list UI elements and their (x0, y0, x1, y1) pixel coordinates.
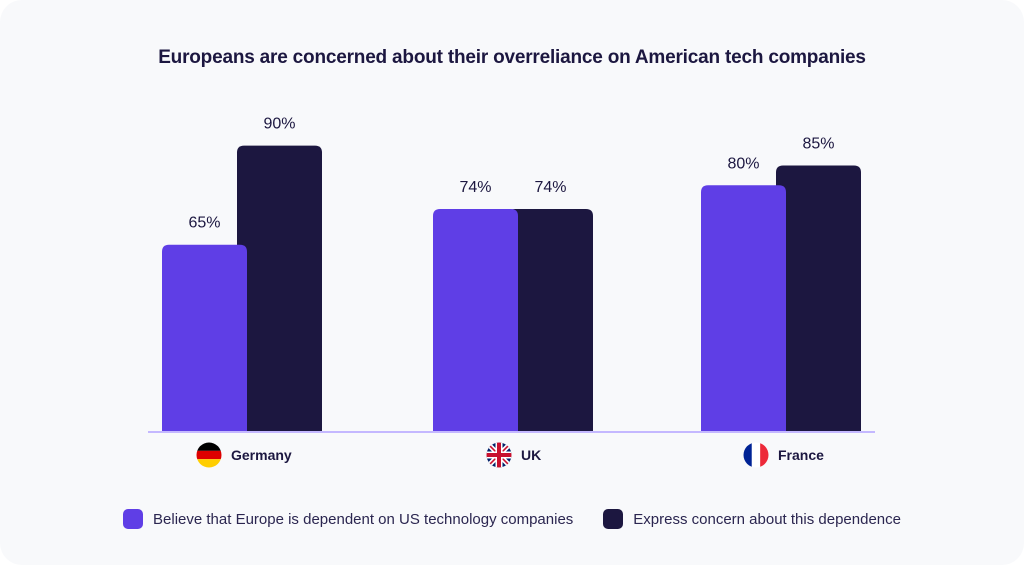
category-label: UK (521, 447, 541, 463)
bar-germany-series-1 (162, 244, 247, 431)
france-flag-icon (743, 442, 769, 468)
bar-germany-series-2 (237, 145, 322, 431)
legend-swatch-dark (603, 509, 624, 529)
legend-item-dependent: Believe that Europe is dependent on US t… (123, 509, 573, 529)
legend-item-concern: Express concern about this dependence (603, 509, 901, 529)
value-label-uk-series-1: 74% (459, 179, 491, 196)
legend: Believe that Europe is dependent on US t… (0, 509, 1024, 529)
bar-france-series-2 (776, 165, 861, 431)
uk-flag-icon (486, 442, 512, 468)
category-france: France (743, 442, 824, 468)
category-uk: UK (486, 442, 541, 468)
value-label-uk-series-2: 74% (534, 179, 566, 196)
value-label-germany-series-2: 90% (263, 116, 295, 133)
bar-uk-series-1 (433, 209, 518, 431)
germany-flag-icon (196, 442, 222, 468)
category-label: Germany (231, 447, 292, 463)
value-label-germany-series-1: 65% (188, 215, 220, 232)
category-labels-group: Germany UK France (196, 442, 824, 468)
legend-label: Express concern about this dependence (633, 510, 901, 528)
category-label: France (778, 447, 824, 463)
value-label-france-series-1: 80% (727, 155, 759, 172)
legend-swatch-purple (123, 509, 144, 529)
bars-group (162, 145, 861, 431)
value-label-france-series-2: 85% (802, 135, 834, 152)
bar-france-series-1 (701, 185, 786, 431)
category-germany: Germany (196, 442, 292, 468)
value-labels-group: 90% 65% 74% 74% 85% 80% (188, 116, 834, 232)
legend-label: Believe that Europe is dependent on US t… (153, 510, 574, 528)
chart-title: Europeans are concerned about their over… (158, 47, 866, 68)
bar-uk-series-2 (508, 209, 593, 431)
